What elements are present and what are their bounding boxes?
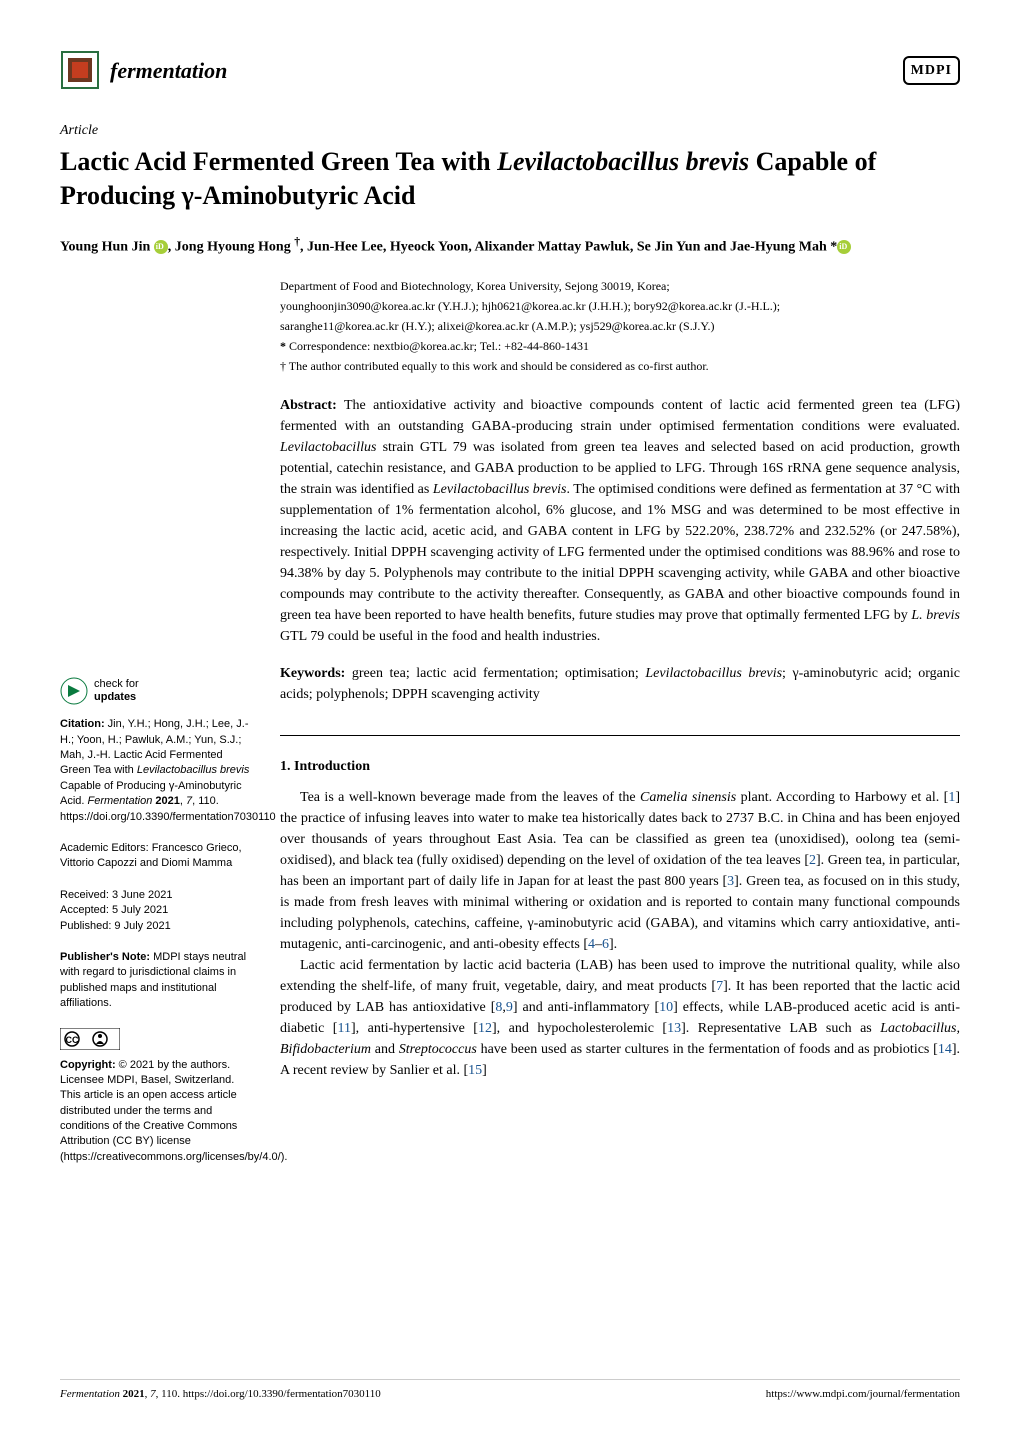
ref-link[interactable]: 14 <box>938 1042 952 1057</box>
accepted-date: Accepted: 5 July 2021 <box>60 903 250 918</box>
article-title: Lactic Acid Fermented Green Tea with Lev… <box>60 145 960 213</box>
ref-link[interactable]: 3 <box>727 874 734 889</box>
dept-line: Department of Food and Biotechnology, Ko… <box>280 277 960 295</box>
editors-block: Academic Editors: Francesco Grieco, Vitt… <box>60 841 250 872</box>
journal-logo: fermentation <box>60 50 227 90</box>
correspondence: * Correspondence: nextbio@korea.ac.kr; T… <box>280 337 960 355</box>
article-type: Article <box>60 120 960 141</box>
ref-link[interactable]: 7 <box>716 979 723 994</box>
page-footer: Fermentation 2021, 7, 110. https://doi.o… <box>60 1379 960 1403</box>
intro-heading: 1. Introduction <box>280 756 960 777</box>
keywords: Keywords: green tea; lactic acid ferment… <box>280 663 960 705</box>
orcid-icon <box>154 240 168 254</box>
footer-left: Fermentation 2021, 7, 110. https://doi.o… <box>60 1386 381 1403</box>
sidebar: check forupdates Citation: Jin, Y.H.; Ho… <box>60 277 250 1165</box>
cofirst-note: † The author contributed equally to this… <box>280 357 960 375</box>
emails-2: saranghe11@korea.ac.kr (H.Y.); alixei@ko… <box>280 317 960 335</box>
divider <box>280 735 960 736</box>
emails-1: younghoonjin3090@korea.ac.kr (Y.H.J.); h… <box>280 297 960 315</box>
main-content: check forupdates Citation: Jin, Y.H.; Ho… <box>60 277 960 1165</box>
ref-link[interactable]: 2 <box>809 853 816 868</box>
page-header: fermentation MDPI <box>60 50 960 90</box>
check-updates[interactable]: check forupdates <box>60 677 250 705</box>
ref-link[interactable]: 12 <box>478 1021 492 1036</box>
ref-link[interactable]: 1 <box>948 790 955 805</box>
ref-link[interactable]: 15 <box>468 1063 482 1078</box>
authors: Young Hun Jin , Jong Hyoung Hong †, Jun-… <box>60 233 960 258</box>
published-date: Published: 9 July 2021 <box>60 919 250 934</box>
publisher-note: Publisher's Note: MDPI stays neutral wit… <box>60 950 250 1012</box>
abstract-label: Abstract: <box>280 398 337 413</box>
svg-text:CC: CC <box>66 1035 79 1045</box>
footer-right: https://www.mdpi.com/journal/fermentatio… <box>766 1386 960 1403</box>
keywords-label: Keywords: <box>280 666 345 681</box>
dates-block: Received: 3 June 2021 Accepted: 5 July 2… <box>60 888 250 934</box>
check-updates-text: check forupdates <box>94 678 139 704</box>
ref-link[interactable]: 13 <box>667 1021 681 1036</box>
ref-link[interactable]: 8 <box>495 1000 502 1015</box>
intro-para-1: Tea is a well-known beverage made from t… <box>280 787 960 955</box>
affiliations: Department of Food and Biotechnology, Ko… <box>280 277 960 375</box>
received-date: Received: 3 June 2021 <box>60 888 250 903</box>
copyright-block: Copyright: © 2021 by the authors. Licens… <box>60 1058 250 1166</box>
orcid-icon <box>837 240 851 254</box>
fermentation-icon <box>60 50 100 90</box>
content-column: Department of Food and Biotechnology, Ko… <box>280 277 960 1165</box>
ref-link[interactable]: 11 <box>337 1021 350 1036</box>
ref-link[interactable]: 6 <box>602 937 609 952</box>
journal-name: fermentation <box>110 54 227 87</box>
ref-link[interactable]: 9 <box>506 1000 513 1015</box>
ref-link[interactable]: 10 <box>659 1000 673 1015</box>
citation-block: Citation: Jin, Y.H.; Hong, J.H.; Lee, J.… <box>60 717 250 825</box>
abstract: Abstract: The antioxidative activity and… <box>280 395 960 647</box>
check-updates-icon <box>60 677 88 705</box>
ref-link[interactable]: 4 <box>588 937 595 952</box>
intro-para-2: Lactic acid fermentation by lactic acid … <box>280 955 960 1081</box>
mdpi-logo: MDPI <box>903 56 960 85</box>
cc-license-icon: CC <box>60 1028 250 1050</box>
